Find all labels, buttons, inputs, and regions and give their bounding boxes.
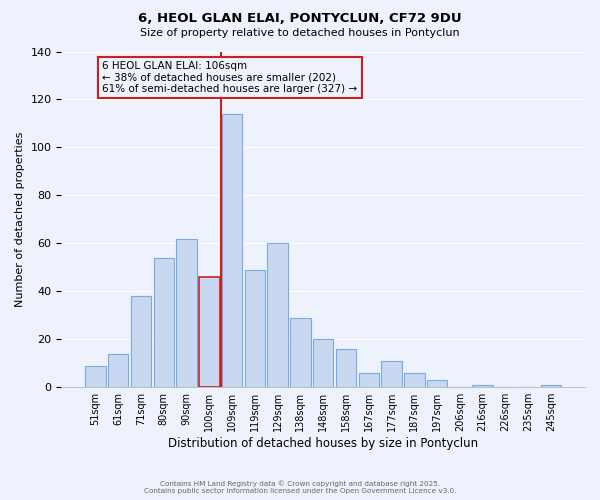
Bar <box>245 270 265 387</box>
Text: Contains HM Land Registry data © Crown copyright and database right 2025.
Contai: Contains HM Land Registry data © Crown c… <box>144 480 456 494</box>
X-axis label: Distribution of detached houses by size in Pontyclun: Distribution of detached houses by size … <box>168 437 478 450</box>
Y-axis label: Number of detached properties: Number of detached properties <box>15 132 25 307</box>
Bar <box>427 380 448 387</box>
Text: 6 HEOL GLAN ELAI: 106sqm
← 38% of detached houses are smaller (202)
61% of semi-: 6 HEOL GLAN ELAI: 106sqm ← 38% of detach… <box>102 61 358 94</box>
Bar <box>541 385 561 387</box>
Bar <box>199 277 220 387</box>
Text: 6, HEOL GLAN ELAI, PONTYCLUN, CF72 9DU: 6, HEOL GLAN ELAI, PONTYCLUN, CF72 9DU <box>138 12 462 26</box>
Bar <box>404 373 425 387</box>
Bar <box>85 366 106 387</box>
Bar <box>154 258 174 387</box>
Bar <box>268 244 288 387</box>
Bar <box>359 373 379 387</box>
Bar <box>131 296 151 387</box>
Bar <box>336 349 356 387</box>
Bar <box>472 385 493 387</box>
Text: Size of property relative to detached houses in Pontyclun: Size of property relative to detached ho… <box>140 28 460 38</box>
Bar <box>313 339 334 387</box>
Bar <box>222 114 242 387</box>
Bar <box>176 238 197 387</box>
Bar <box>108 354 128 387</box>
Bar <box>290 318 311 387</box>
Bar <box>381 361 402 387</box>
